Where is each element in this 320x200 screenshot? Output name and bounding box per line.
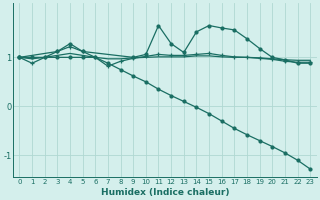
X-axis label: Humidex (Indice chaleur): Humidex (Indice chaleur) [100, 188, 229, 197]
